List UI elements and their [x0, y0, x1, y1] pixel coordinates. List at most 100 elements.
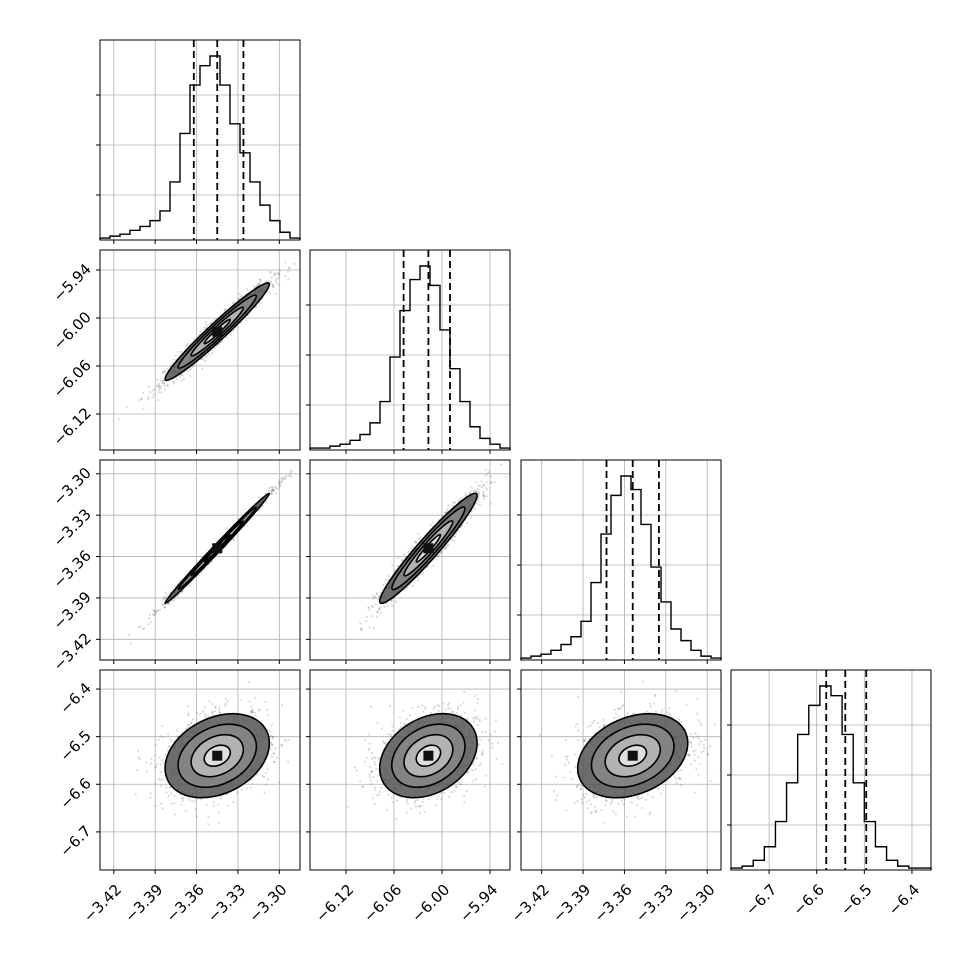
sample-point-1-0-289: [191, 365, 194, 368]
sample-point-2-1-188: [360, 628, 363, 631]
sample-point-2-1-20: [418, 536, 421, 539]
sample-point-2-1-1055: [476, 491, 479, 494]
sample-point-3-0-237: [181, 797, 184, 800]
sample-point-2-1-1202: [376, 610, 379, 613]
sample-point-2-1-299: [482, 490, 485, 493]
sample-point-3-0-362: [153, 766, 157, 769]
sample-point-3-0-221: [271, 723, 274, 726]
sample-point-3-0-479: [187, 724, 190, 727]
sample-point-1-0-759: [269, 280, 272, 283]
sample-point-2-1-416: [370, 605, 373, 608]
sample-point-2-0-880: [225, 527, 228, 530]
sample-point-1-0-528: [155, 384, 158, 387]
sample-point-3-0-376: [220, 795, 223, 798]
sample-point-2-1-1063: [473, 507, 476, 510]
y-tick-label-2-3: −3.33: [50, 505, 95, 550]
sample-point-3-0-86: [190, 721, 193, 724]
sample-point-2-0-545: [176, 595, 179, 598]
sample-point-2-0-643: [163, 606, 166, 609]
sample-point-2-1-779: [375, 592, 378, 595]
sample-point-3-0-541: [150, 757, 153, 760]
sample-point-1-0-531: [278, 284, 281, 287]
sample-point-3-0-389: [195, 815, 198, 818]
sample-point-1-0-1391: [273, 273, 276, 276]
sample-point-2-1-630: [437, 554, 440, 557]
sample-point-1-0-185: [274, 279, 277, 282]
sample-point-2-1-612: [489, 481, 492, 484]
sample-point-1-0-839: [159, 379, 162, 382]
sample-point-2-1-223: [469, 516, 472, 520]
sample-point-1-0-79: [271, 283, 274, 286]
sample-point-1-0-359: [161, 380, 164, 383]
sample-point-1-0-1195: [187, 343, 190, 346]
sample-point-2-1-7: [378, 606, 382, 609]
sample-point-2-0-676: [281, 480, 284, 483]
sample-point-1-0-367: [204, 321, 207, 324]
sample-point-1-0-969: [256, 284, 259, 287]
sample-point-2-1-460: [452, 501, 455, 504]
sample-point-3-0-602: [138, 758, 141, 761]
sample-point-3-0-75: [153, 754, 156, 757]
sample-point-2-1-247: [391, 604, 394, 607]
histogram-1: [309, 265, 511, 450]
sample-point-2-1-1390: [453, 539, 456, 542]
sample-point-3-0-405: [263, 791, 266, 795]
sample-point-3-0-394: [176, 729, 179, 732]
sample-point-1-0-285: [206, 355, 209, 358]
sample-point-2-0-404: [128, 634, 131, 637]
sample-point-1-0-704: [172, 380, 175, 383]
sample-point-1-0-1322: [293, 262, 296, 265]
sample-point-2-1-784: [444, 511, 447, 514]
sample-point-2-1-64: [417, 532, 420, 535]
sample-point-1-0-536: [193, 337, 196, 340]
sample-point-3-0-402: [158, 756, 161, 759]
sample-point-2-0-560: [161, 602, 164, 606]
sample-point-3-0-105: [154, 804, 157, 808]
sample-point-1-0-1168: [213, 346, 216, 350]
sample-point-2-1-396: [470, 489, 473, 492]
sample-point-1-0-887: [275, 282, 278, 285]
sample-point-2-0-77: [272, 489, 275, 492]
sample-point-1-0-1069: [142, 407, 145, 410]
sample-point-2-1-297: [376, 615, 379, 619]
sample-point-2-0-471: [274, 485, 277, 488]
sample-point-2-0-225: [274, 486, 277, 490]
sample-point-3-0-38: [212, 804, 216, 807]
sample-point-2-1-1268: [486, 473, 489, 476]
sample-point-1-0-189: [189, 368, 192, 371]
sample-point-2-0-787: [281, 476, 284, 479]
sample-point-1-0-981: [138, 399, 141, 402]
sample-point-2-0-971: [273, 488, 276, 491]
sample-point-2-1-279: [474, 480, 478, 484]
sample-point-2-1-1297: [437, 554, 440, 557]
sample-point-3-0-488: [250, 705, 253, 708]
sample-point-2-0-1008: [158, 608, 162, 611]
panel-2-2: [517, 459, 722, 664]
panel-frame-1-1: [309, 249, 511, 451]
sample-point-2-1-866: [483, 497, 486, 500]
sample-point-2-1-742: [372, 606, 375, 609]
sample-point-1-0-1081: [163, 370, 166, 373]
points-2-0: [128, 469, 293, 645]
sample-point-2-0-378: [272, 489, 275, 492]
sample-point-3-0-41: [214, 710, 217, 713]
sample-point-2-1-938: [442, 547, 445, 550]
sample-point-1-0-1362: [269, 281, 273, 284]
sample-point-1-0-1054: [180, 379, 183, 382]
panel-frame-2-1: [309, 459, 511, 661]
y-tick-label-2-0: −3.42: [50, 629, 95, 674]
sample-point-2-1-507: [372, 627, 375, 630]
sample-point-2-1-540: [360, 627, 363, 630]
sample-point-3-0-28: [159, 763, 162, 766]
sample-point-2-1-422: [482, 483, 485, 486]
sample-point-2-0-37: [265, 500, 268, 504]
sample-point-2-0-236: [129, 642, 132, 645]
sample-point-1-0-796: [274, 272, 277, 275]
sample-point-3-0-544: [276, 756, 279, 759]
sample-point-2-1-636: [473, 489, 476, 492]
sample-point-2-0-557: [284, 475, 287, 478]
sample-point-2-0-103: [290, 469, 293, 472]
sample-point-2-0-1151: [154, 610, 157, 613]
sample-point-2-1-284: [477, 497, 480, 500]
